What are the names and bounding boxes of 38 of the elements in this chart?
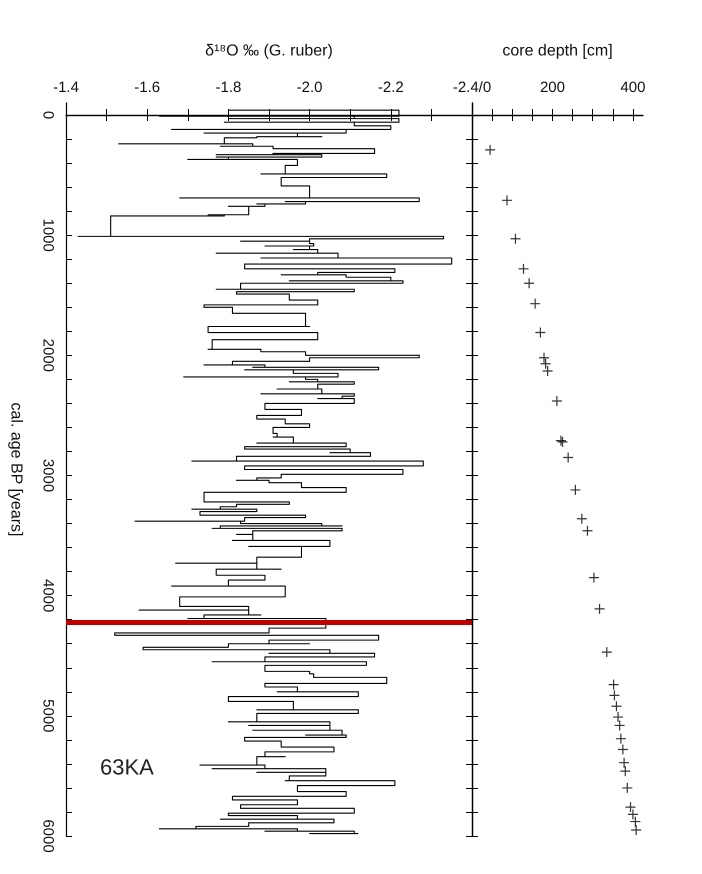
x-axis-title: δ¹⁸O ‰ (G. ruber) [205, 42, 333, 60]
point [602, 647, 612, 658]
point [616, 734, 626, 744]
point [524, 278, 534, 288]
point [619, 758, 630, 768]
x-tick-label: -1.6 [134, 79, 160, 96]
point [631, 824, 642, 835]
y-tick-label: 0 [40, 110, 56, 120]
x-tick-label: -1.8 [215, 79, 242, 96]
y-tick-label: 3000 [40, 458, 56, 492]
point [502, 195, 512, 206]
point [510, 234, 520, 244]
point [611, 701, 622, 712]
x-axis-title: core depth [cm] [502, 42, 613, 60]
y-tick-label: 1000 [40, 218, 56, 252]
point [530, 298, 540, 309]
x-tick-label: -2.4/0 [452, 79, 492, 96]
point [576, 514, 587, 524]
point [622, 782, 632, 793]
y-tick-label: 2000 [40, 338, 56, 372]
point [620, 766, 630, 776]
point [518, 264, 528, 274]
x-tick-label: 200 [540, 79, 565, 96]
y-axis-title: cal. age BP [years] [8, 402, 24, 536]
point [540, 358, 551, 369]
point [563, 452, 574, 462]
y-tick-label: 4000 [40, 578, 56, 612]
x-tick-label: -2.0 [296, 79, 323, 96]
point [539, 352, 550, 363]
x-tick-label: 400 [620, 79, 646, 96]
y-tick-label: 5000 [40, 699, 56, 733]
annotation: 63KA [100, 754, 154, 780]
point [614, 720, 625, 730]
x-tick-label: -1.4 [53, 79, 79, 96]
point [626, 802, 636, 812]
x-tick-label: -2.2 [378, 79, 404, 96]
point [582, 526, 592, 536]
y-tick-label: 6000 [40, 819, 56, 853]
